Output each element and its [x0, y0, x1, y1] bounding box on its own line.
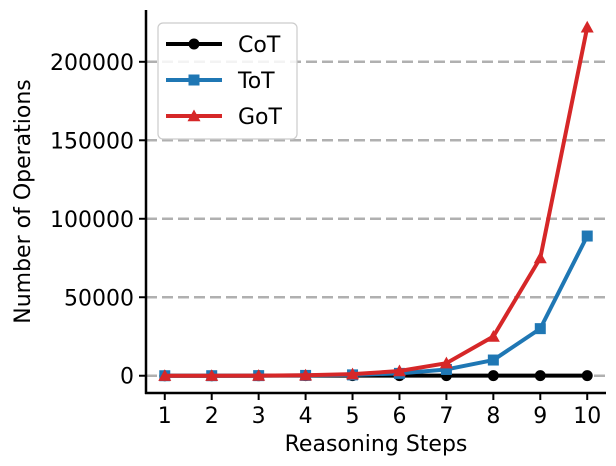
data-point — [187, 109, 201, 122]
data-point — [188, 38, 200, 50]
series-layer — [158, 20, 594, 382]
y-tick-label: 100000 — [50, 208, 134, 233]
data-point — [299, 368, 313, 381]
data-point — [205, 369, 219, 381]
data-point — [346, 367, 360, 380]
x-tick-label: 3 — [252, 404, 266, 429]
series-line — [164, 26, 590, 378]
legend-item-got: GoT — [166, 105, 283, 130]
x-tick-label: 4 — [299, 404, 313, 429]
data-point — [440, 363, 452, 375]
x-tick-label: 10 — [573, 404, 601, 429]
y-tick-label: 150000 — [50, 129, 134, 154]
y-tick-label: 0 — [120, 365, 134, 390]
legend-label: ToT — [237, 69, 275, 94]
series-got — [158, 20, 594, 381]
axes — [139, 10, 606, 400]
data-point — [392, 364, 406, 377]
legend-item-cot: CoT — [166, 33, 281, 58]
x-tick-label: 7 — [439, 404, 453, 429]
data-point — [158, 369, 172, 381]
x-tick-label: 6 — [392, 404, 406, 429]
data-point — [188, 74, 200, 86]
legend-box — [157, 22, 298, 140]
series-line — [164, 235, 590, 378]
data-point — [252, 369, 266, 381]
series-tot — [159, 230, 593, 382]
legend-label: CoT — [238, 33, 281, 58]
data-point — [487, 354, 499, 366]
data-point — [581, 370, 593, 382]
x-tick-label: 1 — [158, 404, 172, 429]
data-point — [581, 230, 593, 242]
data-point — [534, 370, 546, 382]
x-tick-label: 5 — [346, 404, 360, 429]
legend-label: GoT — [238, 105, 283, 130]
y-tick-label: 200000 — [50, 51, 134, 76]
data-point — [487, 370, 499, 382]
legend-item-tot: ToT — [166, 69, 275, 94]
y-axis-title: Number of Operations — [11, 79, 36, 324]
data-point — [534, 323, 546, 335]
x-tick-label: 8 — [486, 404, 500, 429]
legend: CoT ToT GoT — [157, 22, 298, 140]
data-point — [533, 251, 547, 264]
x-axis-title: Reasoning Steps — [285, 432, 468, 457]
x-tick-label: 9 — [533, 404, 547, 429]
data-point — [486, 329, 500, 342]
data-point — [439, 356, 453, 369]
y-tick-label: 50000 — [64, 286, 134, 311]
x-tick-label: 2 — [205, 404, 219, 429]
tick-labels: 0 50000 100000 150000 200000 1 2 3 4 5 6 7 8 9 10 — [50, 51, 601, 429]
data-point — [580, 20, 594, 33]
